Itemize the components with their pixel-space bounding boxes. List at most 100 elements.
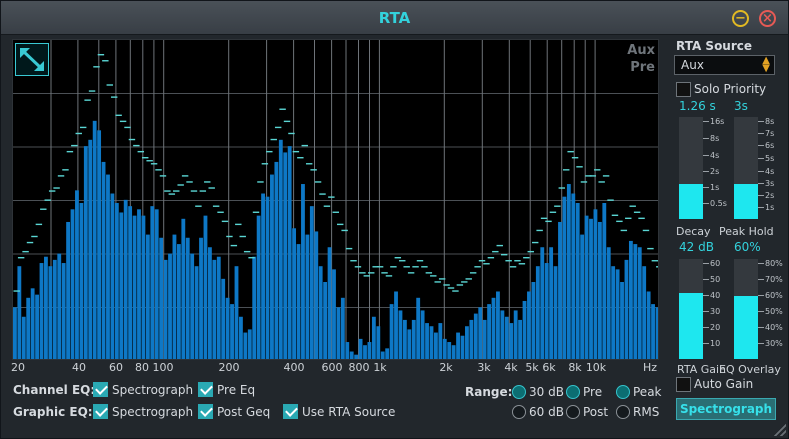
spectrum-bar	[57, 253, 62, 359]
auto-gain-label: Auto Gain	[694, 377, 754, 391]
rta-gain-slider[interactable]	[679, 259, 703, 359]
rta-gain-tick: 30	[703, 307, 720, 316]
spectrum-bar	[447, 342, 452, 359]
post-geq-checkbox[interactable]	[198, 404, 213, 419]
frequency-axis: 20 40 60 80 100 200 400 600 800 1k 2k 3k…	[11, 360, 662, 376]
resize-grip-icon[interactable]	[774, 424, 786, 436]
peak-hold-marker	[376, 266, 384, 268]
rta-spectrum-plot[interactable]: Aux Pre	[12, 39, 659, 360]
peak-hold-marker	[567, 150, 574, 153]
peak-hold-marker	[492, 250, 499, 253]
channel-pre-eq-label: Pre Eq	[217, 383, 256, 397]
peak-hold-marker	[523, 257, 530, 259]
peak-hold-marker	[35, 223, 43, 226]
spectrum-bar	[106, 174, 110, 359]
peak-hold-marker	[390, 266, 397, 268]
peak-hold-marker	[212, 205, 220, 207]
close-icon[interactable]: ×	[759, 10, 776, 27]
range-30db-radio[interactable]	[512, 385, 526, 399]
rta-source-select[interactable]: Aux ▲ ▼	[674, 55, 775, 75]
rms-radio-label: RMS	[633, 405, 660, 419]
peak-hold-marker	[79, 126, 87, 129]
spectrum-bar	[128, 206, 133, 359]
channel-spectrograph-label: Spectrograph	[112, 383, 194, 397]
spectrum-bar	[491, 297, 496, 359]
decay-slider[interactable]	[679, 117, 703, 219]
peak-hold-marker	[248, 257, 255, 259]
range-60db-label: 60 dB	[529, 405, 564, 419]
range-60db-radio[interactable]	[512, 405, 526, 419]
spectrum-bar	[314, 231, 319, 359]
x-tick: 600	[321, 361, 343, 374]
peak-hold-slider[interactable]	[734, 117, 758, 219]
spectrum-bar	[159, 237, 164, 359]
peak-hold-marker	[642, 229, 650, 232]
peak-hold-marker	[536, 229, 543, 232]
peak-hold-marker	[292, 150, 300, 153]
pre-radio[interactable]	[566, 385, 580, 399]
peak-hold-marker	[469, 272, 477, 274]
eq-overlay-tick: 60%	[758, 291, 783, 300]
spectrum-bar	[256, 215, 261, 359]
rta-source-value: Aux	[681, 58, 704, 72]
peak-hold-marker	[545, 220, 552, 223]
spectrum-bar	[35, 294, 39, 359]
spectrum-bar	[101, 161, 106, 359]
spectrum-bar	[17, 266, 22, 359]
channel-pre-eq-checkbox[interactable]	[198, 382, 213, 397]
peak-hold-marker	[328, 196, 335, 198]
post-radio-label: Post	[583, 405, 609, 419]
eq-overlay-slider[interactable]	[734, 259, 758, 359]
rms-radio[interactable]	[616, 405, 630, 419]
spectrum-bar	[194, 266, 199, 359]
post-radio[interactable]	[566, 405, 580, 419]
range-label: Range:	[465, 385, 513, 399]
spectrum-bar	[79, 203, 84, 359]
auto-gain-checkbox[interactable]	[676, 377, 691, 392]
rta-gain-tick: 10	[703, 339, 720, 348]
peak-hold-marker	[500, 253, 508, 256]
spectrum-bar	[345, 342, 350, 359]
peak-hold-marker	[399, 260, 406, 262]
decay-tick: 0.5s	[703, 199, 727, 208]
peak-hold-marker	[594, 169, 601, 171]
peak-hold-marker	[394, 257, 402, 259]
rta-source-label: RTA Source	[676, 39, 753, 53]
peak-hold-marker	[288, 132, 295, 135]
channel-spectrograph-checkbox[interactable]	[93, 382, 108, 397]
solo-priority-checkbox[interactable]	[676, 82, 691, 97]
peak-hold-marker	[305, 163, 313, 165]
minus-icon[interactable]: −	[732, 10, 749, 27]
peak-hold-marker	[505, 260, 512, 262]
graphic-spectrograph-checkbox[interactable]	[93, 404, 108, 419]
spectrum-bar	[163, 259, 168, 359]
spectrum-bar	[225, 297, 230, 359]
expand-arrows-icon[interactable]	[15, 43, 49, 76]
spectrum-bar	[615, 269, 620, 359]
peak-hold-marker	[128, 138, 136, 141]
spectrum-bar	[620, 282, 624, 359]
peak-hold-marker	[204, 181, 211, 183]
title-bar[interactable]: RTA − ×	[1, 1, 788, 35]
peak-hold-marker	[461, 281, 468, 283]
decay-slider-fill	[679, 184, 703, 219]
spectrum-bar	[349, 351, 354, 359]
spectrum-bar	[176, 244, 181, 359]
x-tick: Hz	[642, 361, 658, 374]
peak-hold-tick: 4s	[758, 167, 774, 176]
x-tick: 1k	[373, 361, 387, 374]
peak-hold-marker	[483, 263, 490, 265]
peak-radio[interactable]	[616, 385, 630, 399]
peak-hold-marker	[478, 260, 486, 262]
peak-hold-tick: 1s	[758, 203, 774, 212]
spectrum-bar	[305, 234, 310, 359]
spectrum-bar	[296, 244, 301, 359]
spectrum-bar	[230, 304, 234, 359]
peak-hold-marker	[75, 132, 82, 135]
spectrograph-button[interactable]: Spectrograph	[676, 398, 776, 420]
use-rta-source-checkbox[interactable]	[283, 404, 298, 419]
spectrum-bar	[172, 234, 177, 359]
peak-hold-marker	[283, 120, 291, 123]
spectrum-bar	[438, 323, 443, 359]
spectrum-bar	[239, 316, 243, 359]
